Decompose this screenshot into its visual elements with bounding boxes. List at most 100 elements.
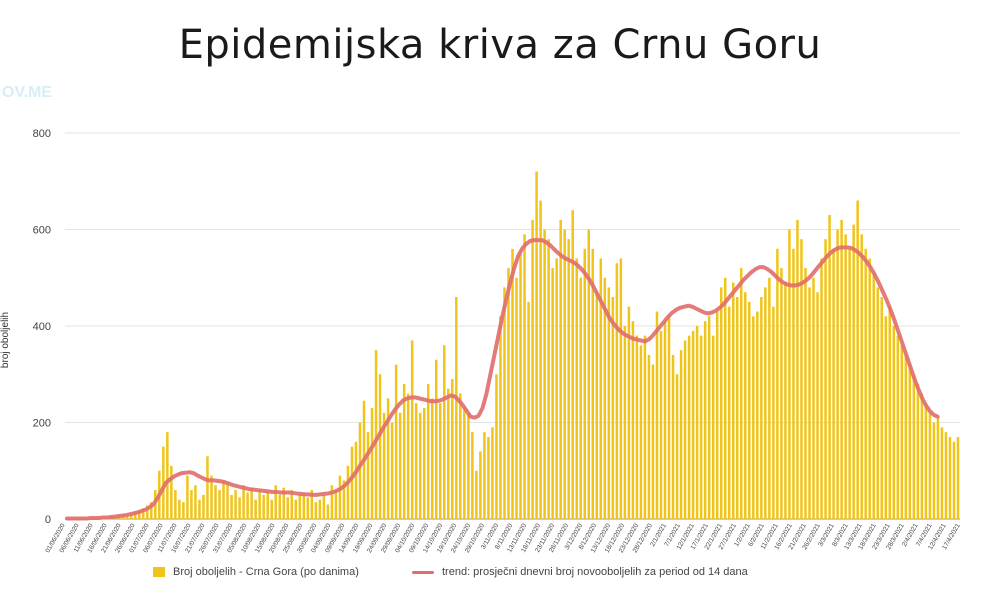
bar xyxy=(683,340,687,519)
bar xyxy=(358,422,362,519)
bar xyxy=(655,311,659,519)
bar xyxy=(732,282,735,519)
bar xyxy=(519,253,522,520)
bar xyxy=(635,335,639,519)
bar xyxy=(125,516,129,519)
bar xyxy=(675,374,679,519)
bar xyxy=(378,374,382,519)
legend-line-swatch xyxy=(412,570,434,574)
bar xyxy=(752,316,755,519)
bar xyxy=(715,311,719,519)
bar xyxy=(386,398,390,520)
bar xyxy=(599,258,603,519)
bar xyxy=(723,277,727,519)
bar xyxy=(166,432,169,519)
bar xyxy=(687,335,691,519)
bar xyxy=(816,292,819,519)
bar xyxy=(607,287,611,519)
bar xyxy=(792,248,795,520)
legend-trend-label: trend: prosječni dnevni broj novooboljel… xyxy=(442,566,748,578)
bar xyxy=(174,490,177,519)
bar xyxy=(555,258,558,519)
bar xyxy=(543,229,546,519)
bar xyxy=(390,422,394,519)
bar xyxy=(928,412,932,519)
legend-item-bars: Broj oboljelih - Crna Gora (po danima) xyxy=(153,566,359,578)
bar xyxy=(828,215,831,519)
bar xyxy=(707,316,711,519)
bar xyxy=(523,234,526,519)
bar xyxy=(920,393,924,519)
bar xyxy=(639,345,643,519)
bar xyxy=(286,497,289,519)
bar xyxy=(691,330,695,519)
bar xyxy=(394,364,398,519)
bar xyxy=(924,403,928,519)
bar xyxy=(796,219,799,519)
bar xyxy=(210,475,213,519)
bar xyxy=(956,436,960,519)
bar xyxy=(900,345,904,519)
bar xyxy=(314,502,318,519)
bar xyxy=(876,287,879,519)
bar xyxy=(764,287,767,519)
bar xyxy=(366,432,370,519)
bar xyxy=(491,427,494,519)
bar xyxy=(788,229,791,519)
bar xyxy=(872,272,875,519)
bar xyxy=(430,398,434,520)
bar xyxy=(563,229,566,519)
y-tick-label: 200 xyxy=(33,418,51,430)
bar xyxy=(748,301,751,520)
bar xyxy=(402,383,406,519)
bar xyxy=(146,505,149,519)
bar xyxy=(382,412,386,519)
bar xyxy=(623,326,627,519)
bar xyxy=(322,494,326,520)
bar xyxy=(138,510,141,519)
x-axis-ticks: 01/06/202006/06/202011/06/202016/06/2020… xyxy=(44,522,962,554)
bar xyxy=(651,364,655,519)
bar xyxy=(727,306,731,519)
bar xyxy=(824,239,827,519)
bar xyxy=(439,403,442,519)
bar xyxy=(896,335,900,519)
bar xyxy=(591,248,595,520)
y-axis-label: broj oboljelih xyxy=(0,312,11,368)
bar xyxy=(507,268,510,519)
bar xyxy=(756,311,759,519)
bar xyxy=(282,487,285,519)
bar xyxy=(719,287,723,519)
bar xyxy=(342,480,346,519)
bar xyxy=(455,297,458,519)
bar xyxy=(539,200,542,520)
bar xyxy=(615,263,619,519)
bar xyxy=(627,306,631,519)
bar xyxy=(334,490,338,519)
bar xyxy=(603,277,607,519)
bar xyxy=(262,494,265,520)
bar xyxy=(531,219,534,519)
bar-series xyxy=(69,171,960,520)
legend-bar-swatch xyxy=(153,567,165,577)
bar xyxy=(350,446,354,520)
bar xyxy=(202,494,205,520)
bar xyxy=(860,234,863,519)
bar xyxy=(515,277,518,519)
bar xyxy=(294,499,298,519)
bar xyxy=(463,408,466,519)
bar xyxy=(776,248,779,520)
bar xyxy=(551,268,554,519)
bar xyxy=(278,494,281,520)
bar xyxy=(768,277,771,519)
bar xyxy=(254,499,257,519)
y-tick-label: 0 xyxy=(45,514,51,526)
bar xyxy=(800,239,803,519)
bar xyxy=(611,297,615,519)
bar xyxy=(370,408,374,519)
bar xyxy=(266,492,269,519)
chart-title: Epidemijska kriva za Crnu Goru xyxy=(178,22,822,68)
bar xyxy=(226,482,229,519)
y-tick-label: 400 xyxy=(33,321,51,333)
bar xyxy=(495,374,498,519)
